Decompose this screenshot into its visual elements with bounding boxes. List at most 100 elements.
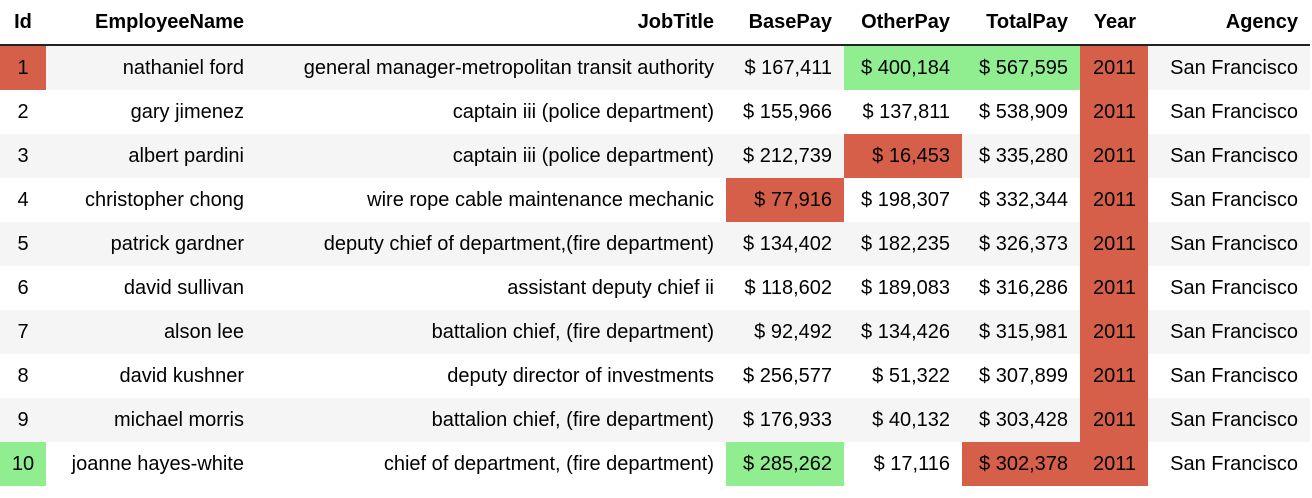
table-row: 8 david kushner deputy director of inves… [0, 354, 1310, 398]
cell-base-pay: $ 176,933 [726, 398, 844, 442]
cell-id: 9 [0, 398, 46, 442]
cell-other-pay: $ 400,184 [844, 45, 962, 90]
cell-agency: San Francisco [1148, 222, 1310, 266]
cell-base-pay: $ 167,411 [726, 45, 844, 90]
cell-agency: San Francisco [1148, 90, 1310, 134]
table-row: 4 christopher chong wire rope cable main… [0, 178, 1310, 222]
column-header-total-pay: TotalPay [962, 0, 1080, 46]
cell-total-pay: $ 332,344 [962, 178, 1080, 222]
cell-base-pay: $ 285,262 [726, 442, 844, 486]
cell-year: 2011 [1080, 310, 1148, 354]
table-row: 5 patrick gardner deputy chief of depart… [0, 222, 1310, 266]
cell-agency: San Francisco [1148, 310, 1310, 354]
cell-employee-name: nathaniel ford [46, 45, 256, 90]
cell-base-pay: $ 77,916 [726, 178, 844, 222]
cell-other-pay: $ 182,235 [844, 222, 962, 266]
cell-other-pay: $ 51,322 [844, 354, 962, 398]
cell-other-pay: $ 17,116 [844, 442, 962, 486]
column-header-base-pay: BasePay [726, 0, 844, 46]
cell-agency: San Francisco [1148, 442, 1310, 486]
salaries-table: Id EmployeeName JobTitle BasePay OtherPa… [0, 0, 1310, 486]
cell-year: 2011 [1080, 90, 1148, 134]
cell-year: 2011 [1080, 45, 1148, 90]
column-header-job-title: JobTitle [256, 0, 726, 46]
cell-other-pay: $ 40,132 [844, 398, 962, 442]
cell-year: 2011 [1080, 442, 1148, 486]
cell-base-pay: $ 256,577 [726, 354, 844, 398]
cell-job-title: assistant deputy chief ii [256, 266, 726, 310]
cell-total-pay: $ 315,981 [962, 310, 1080, 354]
cell-employee-name: david kushner [46, 354, 256, 398]
cell-agency: San Francisco [1148, 178, 1310, 222]
cell-other-pay: $ 189,083 [844, 266, 962, 310]
cell-id: 10 [0, 442, 46, 486]
cell-job-title: captain iii (police department) [256, 134, 726, 178]
cell-employee-name: joanne hayes-white [46, 442, 256, 486]
cell-base-pay: $ 92,492 [726, 310, 844, 354]
cell-id: 8 [0, 354, 46, 398]
cell-other-pay: $ 16,453 [844, 134, 962, 178]
cell-other-pay: $ 134,426 [844, 310, 962, 354]
cell-employee-name: christopher chong [46, 178, 256, 222]
cell-agency: San Francisco [1148, 45, 1310, 90]
cell-year: 2011 [1080, 178, 1148, 222]
table-row: 1 nathaniel ford general manager-metropo… [0, 45, 1310, 90]
cell-agency: San Francisco [1148, 398, 1310, 442]
cell-id: 4 [0, 178, 46, 222]
cell-id: 2 [0, 90, 46, 134]
cell-employee-name: albert pardini [46, 134, 256, 178]
cell-agency: San Francisco [1148, 134, 1310, 178]
cell-id: 6 [0, 266, 46, 310]
column-header-id: Id [0, 0, 46, 46]
cell-job-title: chief of department, (fire department) [256, 442, 726, 486]
table-row: 10 joanne hayes-white chief of departmen… [0, 442, 1310, 486]
cell-total-pay: $ 307,899 [962, 354, 1080, 398]
cell-year: 2011 [1080, 266, 1148, 310]
column-header-agency: Agency [1148, 0, 1310, 46]
cell-job-title: deputy chief of department,(fire departm… [256, 222, 726, 266]
cell-job-title: general manager-metropolitan transit aut… [256, 45, 726, 90]
table-row: 9 michael morris battalion chief, (fire … [0, 398, 1310, 442]
cell-job-title: battalion chief, (fire department) [256, 398, 726, 442]
table-row: 6 david sullivan assistant deputy chief … [0, 266, 1310, 310]
cell-total-pay: $ 302,378 [962, 442, 1080, 486]
table-row: 7 alson lee battalion chief, (fire depar… [0, 310, 1310, 354]
cell-employee-name: patrick gardner [46, 222, 256, 266]
cell-agency: San Francisco [1148, 266, 1310, 310]
cell-total-pay: $ 303,428 [962, 398, 1080, 442]
cell-total-pay: $ 538,909 [962, 90, 1080, 134]
cell-id: 5 [0, 222, 46, 266]
cell-employee-name: gary jimenez [46, 90, 256, 134]
column-header-employee-name: EmployeeName [46, 0, 256, 46]
cell-total-pay: $ 326,373 [962, 222, 1080, 266]
cell-total-pay: $ 335,280 [962, 134, 1080, 178]
cell-job-title: battalion chief, (fire department) [256, 310, 726, 354]
cell-agency: San Francisco [1148, 354, 1310, 398]
cell-id: 3 [0, 134, 46, 178]
column-header-year: Year [1080, 0, 1148, 46]
cell-total-pay: $ 316,286 [962, 266, 1080, 310]
cell-job-title: deputy director of investments [256, 354, 726, 398]
cell-year: 2011 [1080, 134, 1148, 178]
cell-employee-name: alson lee [46, 310, 256, 354]
cell-other-pay: $ 137,811 [844, 90, 962, 134]
cell-base-pay: $ 134,402 [726, 222, 844, 266]
cell-base-pay: $ 118,602 [726, 266, 844, 310]
cell-id: 7 [0, 310, 46, 354]
cell-year: 2011 [1080, 354, 1148, 398]
table-row: 3 albert pardini captain iii (police dep… [0, 134, 1310, 178]
cell-year: 2011 [1080, 222, 1148, 266]
table-row: 2 gary jimenez captain iii (police depar… [0, 90, 1310, 134]
cell-employee-name: david sullivan [46, 266, 256, 310]
cell-base-pay: $ 155,966 [726, 90, 844, 134]
cell-employee-name: michael morris [46, 398, 256, 442]
cell-total-pay: $ 567,595 [962, 45, 1080, 90]
cell-other-pay: $ 198,307 [844, 178, 962, 222]
cell-id: 1 [0, 45, 46, 90]
column-header-other-pay: OtherPay [844, 0, 962, 46]
cell-job-title: captain iii (police department) [256, 90, 726, 134]
header-row: Id EmployeeName JobTitle BasePay OtherPa… [0, 0, 1310, 46]
cell-year: 2011 [1080, 398, 1148, 442]
cell-base-pay: $ 212,739 [726, 134, 844, 178]
cell-job-title: wire rope cable maintenance mechanic [256, 178, 726, 222]
